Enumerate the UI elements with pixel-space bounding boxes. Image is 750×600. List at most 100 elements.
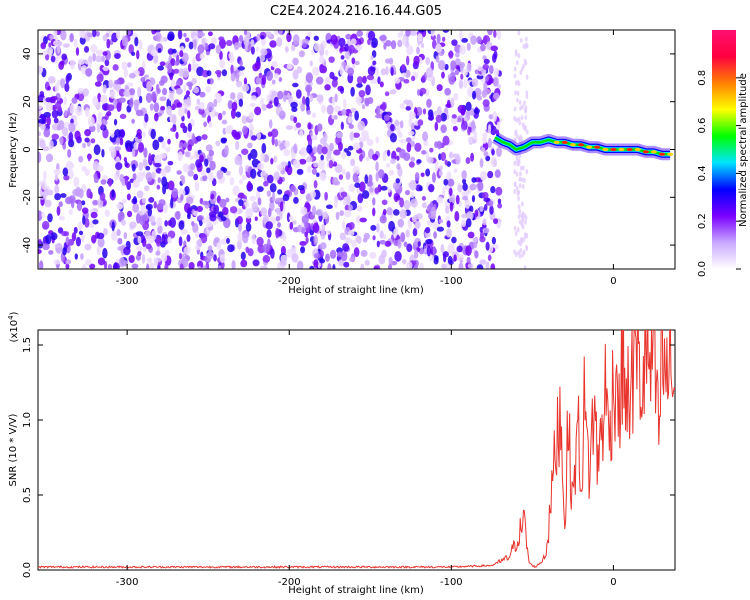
spectrogram-cell bbox=[397, 218, 405, 228]
spectrogram-cell bbox=[262, 254, 271, 263]
spectrogram-cell bbox=[358, 181, 366, 192]
spectrogram-cell bbox=[396, 163, 401, 170]
spectrogram-cell bbox=[206, 78, 211, 85]
spectrogram-cell bbox=[225, 39, 233, 47]
tone-track-peak bbox=[602, 147, 609, 152]
spectrogram-cell bbox=[270, 248, 275, 259]
spectrogram-cell bbox=[121, 219, 126, 226]
spectrogram-cell bbox=[144, 185, 150, 192]
spectrogram-cell bbox=[524, 107, 528, 113]
spectrogram-cell bbox=[137, 235, 142, 244]
spectrogram-cell bbox=[284, 46, 289, 53]
spectrogram-cell bbox=[518, 182, 522, 189]
spectrogram-cell bbox=[157, 48, 162, 53]
spectrogram-cell bbox=[485, 261, 490, 269]
spectrogram-cell bbox=[427, 156, 434, 164]
spectrogram-cell bbox=[177, 30, 183, 40]
spectrogram-cell bbox=[200, 170, 207, 177]
spectrogram-cell bbox=[41, 50, 48, 56]
spectrogram-cell bbox=[241, 204, 246, 210]
spectrogram-cell bbox=[375, 171, 379, 182]
spectrogram-cell bbox=[214, 70, 222, 75]
y-tick-label: 0.5 bbox=[22, 487, 33, 503]
spectrogram-cell bbox=[255, 76, 262, 85]
spectrogram-cell bbox=[389, 133, 397, 143]
spectrogram-cell bbox=[406, 261, 413, 269]
spectrogram-cell bbox=[369, 187, 374, 193]
spectrogram-cell bbox=[73, 226, 78, 234]
spectrogram-cell bbox=[364, 174, 369, 185]
spectrogram-cell bbox=[277, 222, 281, 228]
spectrogram-cell bbox=[379, 35, 387, 41]
spectrogram-cell bbox=[85, 68, 93, 77]
spectrogram-cell bbox=[348, 221, 355, 230]
spectrogram-cell bbox=[161, 233, 166, 245]
spectrogram-cell bbox=[343, 261, 350, 268]
spectrogram-cell bbox=[276, 207, 280, 216]
spectrogram-cell bbox=[96, 232, 105, 240]
spectrogram-cell bbox=[267, 207, 272, 218]
spectrogram-cell bbox=[522, 236, 526, 242]
spectrogram-cell bbox=[124, 160, 128, 168]
spectrogram-cell bbox=[522, 124, 526, 130]
spectrogram-cell bbox=[182, 163, 190, 173]
spectrogram-cell bbox=[324, 84, 331, 91]
spectrogram-cell bbox=[84, 59, 89, 65]
spectrogram-cell bbox=[367, 38, 371, 46]
spectrogram-cell bbox=[513, 115, 517, 122]
spectrogram-cell bbox=[140, 172, 146, 177]
spectrogram-cell bbox=[92, 96, 99, 107]
spectrogram-cell bbox=[238, 71, 244, 77]
spectrogram-cell bbox=[487, 137, 492, 149]
spectrogram-cell bbox=[321, 146, 328, 155]
spectrogram-cell bbox=[243, 201, 250, 208]
spectrogram-cell bbox=[522, 165, 525, 171]
spectrogram-cell bbox=[379, 81, 384, 88]
spectrogram-cell bbox=[379, 230, 384, 239]
spectrogram-cell bbox=[523, 265, 527, 269]
spectrogram-cell bbox=[155, 250, 161, 256]
spectrogram-cell bbox=[62, 43, 70, 48]
spectrogram-cell bbox=[88, 125, 96, 133]
spectrogram-cell bbox=[157, 224, 163, 234]
spectrogram-cell bbox=[421, 202, 427, 209]
spectrogram-cell bbox=[188, 41, 194, 50]
spectrogram-cell bbox=[189, 162, 196, 171]
spectrogram-cell bbox=[69, 33, 74, 43]
spectrogram-cell bbox=[376, 240, 380, 248]
spectrogram-cell bbox=[283, 148, 290, 157]
spectrogram-cell bbox=[61, 53, 68, 61]
spectrogram-cell bbox=[337, 141, 343, 152]
spectrogram-cell bbox=[114, 79, 121, 85]
spectrogram-cell bbox=[521, 183, 525, 189]
spectrogram-cell bbox=[364, 97, 370, 107]
spectrogram-cell bbox=[193, 210, 198, 217]
spectrogram-cell bbox=[135, 109, 144, 117]
spectrogram-cell bbox=[183, 246, 191, 255]
spectrogram-cell bbox=[238, 98, 244, 107]
spectrogram-cell bbox=[449, 152, 453, 158]
spectrogram-cell bbox=[251, 233, 257, 245]
spectrogram-cell bbox=[173, 68, 180, 74]
spectrogram-cell bbox=[394, 251, 402, 262]
spectrogram-cell bbox=[48, 250, 54, 255]
spectrogram-cell bbox=[350, 107, 357, 113]
spectrogram-cell bbox=[261, 143, 267, 154]
spectrogram-cell bbox=[48, 42, 52, 48]
spectrogram-cell bbox=[410, 75, 416, 82]
spectrogram-cell bbox=[525, 232, 529, 239]
spectrogram-cell bbox=[115, 137, 121, 146]
spectrogram-cell bbox=[90, 138, 96, 144]
spectrogram-cell bbox=[53, 117, 59, 124]
spectrogram-cell bbox=[440, 124, 447, 134]
spectrogram-cell bbox=[429, 147, 434, 153]
spectrogram-cell bbox=[196, 135, 202, 142]
tone-track-peak bbox=[634, 147, 641, 152]
spectrogram-cell bbox=[167, 138, 171, 145]
spectrogram-cell bbox=[302, 95, 306, 106]
spectrogram-cell bbox=[81, 200, 86, 206]
spectrogram-cell bbox=[442, 186, 446, 197]
tone-track-peak bbox=[561, 140, 568, 144]
spectrogram-cell bbox=[156, 217, 163, 227]
spectrogram-cell bbox=[403, 199, 411, 210]
